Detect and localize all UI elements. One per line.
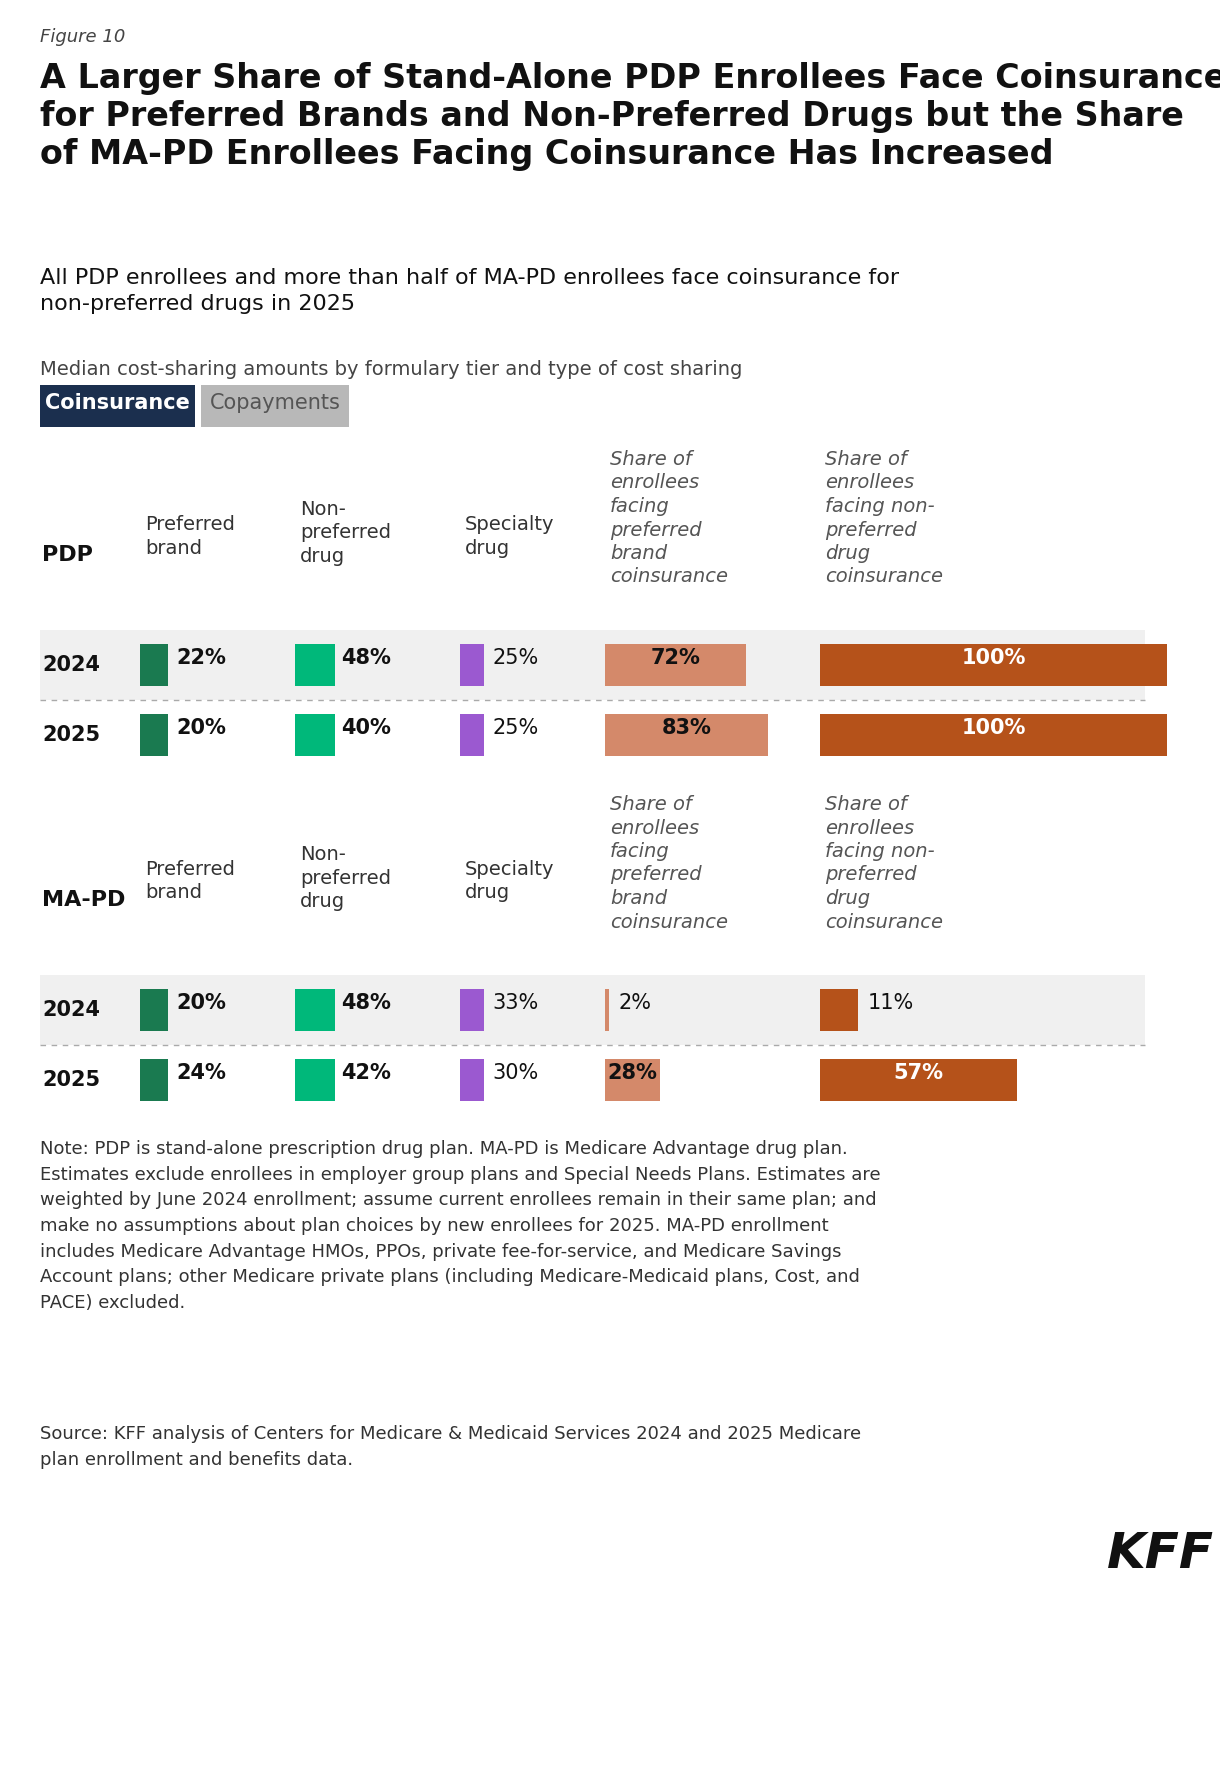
Text: Non-
preferred
drug: Non- preferred drug	[300, 845, 390, 910]
Bar	[40, 701, 1146, 770]
Text: 48%: 48%	[342, 647, 390, 669]
Text: PDP: PDP	[41, 546, 93, 565]
Bar	[40, 1045, 1146, 1115]
Text: Specialty
drug: Specialty drug	[465, 516, 555, 558]
Text: 72%: 72%	[650, 647, 700, 669]
Text: Note: PDP is stand-alone prescription drug plan. MA-PD is Medicare Advantage dru: Note: PDP is stand-alone prescription dr…	[40, 1140, 881, 1312]
Bar	[40, 974, 1146, 1045]
Bar	[140, 1060, 168, 1101]
Text: 25%: 25%	[492, 718, 538, 738]
Text: Specialty
drug: Specialty drug	[465, 861, 555, 903]
Text: 30%: 30%	[492, 1063, 538, 1083]
Bar	[605, 644, 745, 686]
Bar	[201, 386, 349, 427]
Text: 22%: 22%	[176, 647, 226, 669]
Text: Share of
enrollees
facing non-
preferred
drug
coinsurance: Share of enrollees facing non- preferred…	[825, 450, 943, 587]
Bar	[605, 1060, 660, 1101]
Text: Share of
enrollees
facing non-
preferred
drug
coinsurance: Share of enrollees facing non- preferred…	[825, 795, 943, 932]
Bar	[40, 629, 1146, 701]
Bar	[295, 715, 336, 756]
Bar	[605, 715, 769, 756]
Text: Share of
enrollees
facing
preferred
brand
coinsurance: Share of enrollees facing preferred bran…	[610, 795, 728, 932]
Bar	[295, 644, 336, 686]
Text: 2024: 2024	[41, 999, 100, 1021]
Text: A Larger Share of Stand-Alone PDP Enrollees Face Coinsurance
for Preferred Brand: A Larger Share of Stand-Alone PDP Enroll…	[40, 62, 1220, 171]
Bar	[460, 989, 484, 1031]
Text: 100%: 100%	[961, 647, 1026, 669]
Text: 2025: 2025	[41, 725, 100, 745]
Bar	[140, 715, 168, 756]
Bar	[295, 1060, 336, 1101]
Bar	[820, 989, 858, 1031]
Text: 2025: 2025	[41, 1070, 100, 1090]
Text: 40%: 40%	[342, 718, 390, 738]
Bar	[140, 989, 168, 1031]
Text: 20%: 20%	[176, 992, 226, 1013]
Bar	[295, 989, 336, 1031]
Text: 100%: 100%	[961, 718, 1026, 738]
Bar	[605, 989, 609, 1031]
Text: Copayments: Copayments	[210, 393, 340, 412]
Text: 42%: 42%	[342, 1063, 390, 1083]
Text: Preferred
brand: Preferred brand	[145, 861, 235, 903]
Text: MA-PD: MA-PD	[41, 891, 126, 910]
Text: 28%: 28%	[608, 1063, 658, 1083]
Text: 57%: 57%	[893, 1063, 943, 1083]
Text: 20%: 20%	[176, 718, 226, 738]
Bar	[460, 644, 484, 686]
Text: 11%: 11%	[867, 992, 914, 1013]
Text: Non-
preferred
drug: Non- preferred drug	[300, 500, 390, 565]
Text: 24%: 24%	[176, 1063, 226, 1083]
Text: 33%: 33%	[492, 992, 538, 1013]
Bar	[40, 386, 195, 427]
Text: KFF: KFF	[1107, 1531, 1214, 1579]
Text: 2024: 2024	[41, 654, 100, 676]
Text: 48%: 48%	[342, 992, 390, 1013]
Text: Median cost-sharing amounts by formulary tier and type of cost sharing: Median cost-sharing amounts by formulary…	[40, 359, 743, 379]
Text: 25%: 25%	[492, 647, 538, 669]
Text: Preferred
brand: Preferred brand	[145, 516, 235, 558]
Text: 83%: 83%	[661, 718, 711, 738]
Bar	[820, 715, 1168, 756]
Text: Coinsurance: Coinsurance	[45, 393, 190, 412]
Text: 2%: 2%	[619, 992, 651, 1013]
Bar	[140, 644, 168, 686]
Bar	[820, 644, 1168, 686]
Bar	[820, 1060, 1017, 1101]
Text: Source: KFF analysis of Centers for Medicare & Medicaid Services 2024 and 2025 M: Source: KFF analysis of Centers for Medi…	[40, 1424, 861, 1469]
Text: Figure 10: Figure 10	[40, 28, 126, 46]
Bar	[460, 715, 484, 756]
Bar	[460, 1060, 484, 1101]
Text: Share of
enrollees
facing
preferred
brand
coinsurance: Share of enrollees facing preferred bran…	[610, 450, 728, 587]
Text: All PDP enrollees and more than half of MA-PD enrollees face coinsurance for
non: All PDP enrollees and more than half of …	[40, 268, 899, 313]
